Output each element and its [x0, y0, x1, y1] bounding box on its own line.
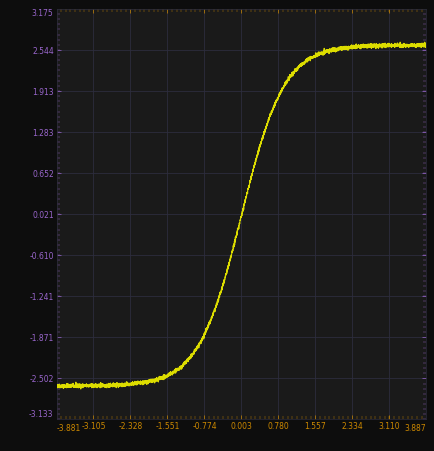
Text: 3.887: 3.887	[404, 423, 425, 433]
Text: 3.175: 3.175	[31, 9, 53, 18]
Text: -3.881: -3.881	[56, 423, 81, 433]
Text: -3.133: -3.133	[28, 410, 53, 419]
